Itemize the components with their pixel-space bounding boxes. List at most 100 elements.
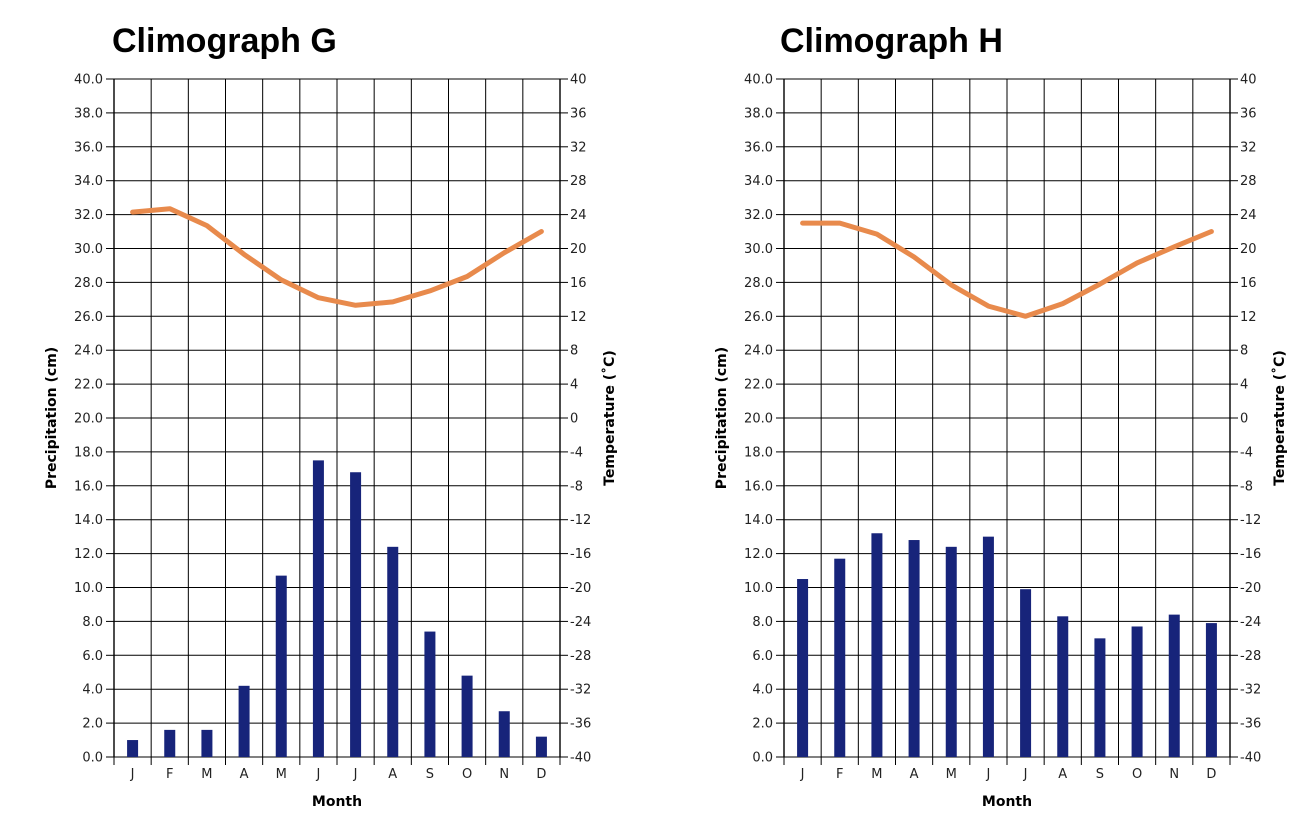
left-tick-label: 14.0 [744, 513, 773, 528]
month-label: S [426, 767, 434, 782]
right-tick-label: -36 [570, 717, 591, 732]
month-label: A [240, 767, 249, 782]
precipitation-bar [1131, 626, 1143, 757]
right-tick-label: 28 [1240, 174, 1257, 189]
right-tick-label: 28 [570, 174, 587, 189]
precipitation-bar [945, 546, 957, 757]
month-label: A [388, 767, 397, 782]
climograph-h: Climograph H 0.0 2.0 4.0 6.0 8.0 10.0 12.0 14.0 1… [714, 22, 1288, 810]
y-axis-label-left: Precipitation (cm) [44, 347, 60, 489]
precipitation-bar [871, 533, 883, 757]
precipitation-bar [1205, 623, 1217, 757]
left-tick-label: 10.0 [74, 581, 103, 596]
right-tick-label: 20 [1240, 242, 1257, 257]
right-tick-label: 0 [1240, 412, 1248, 427]
month-label: J [1023, 767, 1028, 782]
precipitation-bar [424, 631, 436, 757]
left-tick-label: 30.0 [744, 242, 773, 257]
precipitation-bar [1168, 614, 1180, 757]
right-tick-label: -36 [1240, 717, 1261, 732]
month-label: D [536, 767, 546, 782]
precipitation-bar [797, 579, 809, 757]
right-tick-label: -40 [1240, 751, 1261, 766]
right-tick-label: -4 [570, 445, 583, 460]
right-tick-label: -8 [1240, 479, 1253, 494]
precipitation-bar [535, 736, 547, 757]
right-tick-label: 4 [570, 378, 578, 393]
right-tick-label: -12 [1240, 513, 1261, 528]
month-label: F [166, 767, 173, 782]
right-tick-label: 24 [1240, 208, 1257, 223]
right-tick-label: 12 [1240, 310, 1257, 325]
left-tick-label: 38.0 [744, 106, 773, 121]
precipitation-bar [127, 740, 139, 757]
right-tick-label: 8 [1240, 344, 1248, 359]
left-tick-label: 34.0 [744, 174, 773, 189]
month-label: J [315, 767, 320, 782]
right-tick-label: 4 [1240, 378, 1248, 393]
right-tick-label: 32 [570, 140, 587, 155]
right-tick-label: 36 [570, 106, 587, 121]
right-tick-label: 16 [1240, 276, 1257, 291]
month-label: N [1169, 767, 1179, 782]
precipitation-bar [387, 546, 399, 757]
left-tick-label: 30.0 [74, 242, 103, 257]
left-tick-label: 24.0 [744, 344, 773, 359]
precipitation-bar [238, 685, 250, 757]
climograph-g: Climograph G 0.0 2.0 4.0 6.0 8.0 10.0 12.0 14.0 1… [44, 22, 618, 810]
y-axis-label-right: Temperature (˚C) [601, 350, 618, 486]
month-label: M [201, 767, 212, 782]
left-tick-label: 40.0 [74, 73, 103, 88]
right-tick-label: -8 [570, 479, 583, 494]
month-label: A [910, 767, 919, 782]
left-tick-label: 2.0 [752, 717, 773, 732]
month-label: O [462, 767, 472, 782]
left-tick-label: 12.0 [74, 547, 103, 562]
left-tick-label: 4.0 [752, 683, 773, 698]
precipitation-bar [312, 460, 324, 757]
left-tick-label: 12.0 [744, 547, 773, 562]
precipitation-bar [275, 575, 287, 757]
left-tick-label: 32.0 [74, 208, 103, 223]
right-tick-label: 20 [570, 242, 587, 257]
month-label: M [276, 767, 287, 782]
right-tick-label: 8 [570, 344, 578, 359]
precipitation-bar [1020, 589, 1032, 757]
left-tick-label: 8.0 [82, 615, 103, 630]
right-tick-label: 24 [570, 208, 587, 223]
precipitation-bar [164, 729, 176, 757]
month-label: J [130, 767, 135, 782]
month-label: J [800, 767, 805, 782]
left-tick-label: 36.0 [74, 140, 103, 155]
chart-title: Climograph G [112, 22, 337, 60]
right-tick-label: -16 [570, 547, 591, 562]
right-tick-label: 40 [1240, 73, 1257, 88]
chart-title: Climograph H [780, 22, 1003, 60]
left-tick-label: 26.0 [744, 310, 773, 325]
precipitation-bar [461, 675, 473, 757]
precipitation-bar [834, 558, 846, 757]
left-tick-label: 18.0 [744, 445, 773, 460]
precipitation-bar [982, 536, 994, 757]
month-label: O [1132, 767, 1142, 782]
left-tick-label: 16.0 [74, 479, 103, 494]
left-tick-label: 24.0 [74, 344, 103, 359]
right-tick-label: -28 [1240, 649, 1261, 664]
month-label: S [1096, 767, 1104, 782]
left-tick-label: 20.0 [744, 412, 773, 427]
precipitation-bar [1094, 638, 1106, 757]
right-tick-label: -40 [570, 751, 591, 766]
right-tick-label: -20 [570, 581, 591, 596]
right-tick-label: 0 [570, 412, 578, 427]
right-tick-label: -24 [1240, 615, 1261, 630]
left-tick-label: 32.0 [744, 208, 773, 223]
temperature-line [130, 206, 544, 308]
left-tick-label: 34.0 [74, 174, 103, 189]
left-tick-label: 40.0 [744, 73, 773, 88]
right-tick-label: -24 [570, 615, 591, 630]
month-label: D [1206, 767, 1216, 782]
y-axis-label-left: Precipitation (cm) [714, 347, 730, 489]
left-tick-label: 0.0 [82, 751, 103, 766]
right-tick-label: -32 [1240, 683, 1261, 698]
